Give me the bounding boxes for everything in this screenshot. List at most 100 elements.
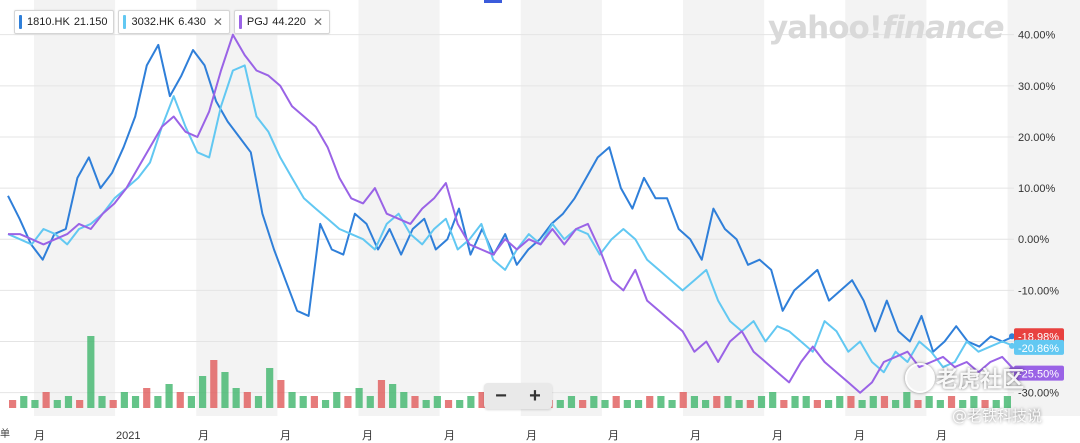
volume-bar	[433, 396, 441, 408]
volume-bar	[981, 400, 989, 408]
x-tick-label: 月	[362, 430, 373, 442]
volume-bar	[310, 396, 318, 408]
volume-bar	[880, 396, 889, 408]
volume-bar	[199, 376, 207, 408]
x-tick-label: 月	[936, 430, 947, 442]
volume-bar	[400, 392, 408, 408]
volume-bar	[478, 392, 486, 408]
x-tick-label: 月	[444, 430, 455, 442]
volume-bar	[556, 400, 564, 408]
series-line-1810-hk	[7, 43, 1015, 353]
x-tick-label: 月	[198, 430, 209, 442]
volume-bar	[567, 396, 576, 408]
volume-bar	[780, 400, 788, 408]
volume-bar	[333, 392, 341, 408]
volume-bar	[76, 400, 84, 408]
volume-bar	[992, 400, 1000, 408]
volume-bar	[713, 396, 721, 408]
top-accent-mark	[484, 0, 502, 3]
x-tick-label: 月	[690, 430, 701, 442]
tiger-logo-icon	[905, 363, 935, 393]
volume-bar	[355, 388, 363, 408]
x-tick-label: 月	[280, 430, 291, 442]
volume-bar	[389, 384, 397, 408]
volume-bar	[187, 396, 196, 408]
volume-bar	[925, 396, 933, 408]
volume-bar	[858, 400, 866, 408]
volume-bar	[914, 400, 922, 408]
zoom-in-button[interactable]: +	[529, 385, 541, 407]
legend-value: 44.220	[272, 16, 306, 28]
close-icon[interactable]: ✕	[212, 15, 223, 29]
series-line-pgj	[8, 33, 1015, 394]
volume-bar	[176, 392, 184, 408]
series-line-3032-hk	[7, 64, 1015, 374]
volume-bar	[903, 392, 911, 408]
x-tick-label: 月	[772, 430, 783, 442]
legend-value: 6.430	[178, 16, 206, 28]
last-value-tag	[1014, 365, 1064, 381]
volume-bar	[232, 388, 240, 408]
y-tick-label: -10.00%	[1018, 285, 1059, 297]
volume-bar	[321, 400, 330, 408]
logo-right: finance	[881, 10, 1005, 46]
volume-bar	[109, 400, 117, 408]
volume-bar	[646, 396, 654, 408]
volume-bar	[9, 400, 17, 408]
volume-bar	[892, 400, 900, 408]
x-tick-label: 月	[608, 430, 619, 442]
volume-bar	[411, 396, 419, 408]
series-color-swatch	[19, 15, 22, 29]
corner-label: 单	[0, 429, 10, 440]
volume-bar	[165, 384, 173, 408]
legend-symbol: 3032.HK	[131, 16, 175, 28]
volume-bar	[657, 396, 665, 408]
month-band	[520, 0, 602, 416]
last-value-label: -25.50%	[1018, 369, 1059, 381]
legend-chip-1810[interactable]: 1810.HK 21.150	[14, 10, 115, 34]
series-endpoint	[1009, 333, 1015, 340]
volume-bar	[947, 396, 956, 408]
volume-bar	[590, 396, 598, 408]
last-value-tag	[1014, 328, 1064, 344]
volume-bar	[444, 400, 453, 408]
volume-bar	[422, 400, 430, 408]
legend-chip-pgj[interactable]: PGJ 44.220 ✕	[233, 10, 330, 34]
volume-bar	[98, 396, 106, 408]
volume-bar	[757, 396, 766, 408]
series-color-swatch	[123, 15, 127, 29]
legend-symbol: 1810.HK	[27, 16, 70, 28]
month-band	[196, 0, 278, 416]
volume-bar	[746, 400, 754, 408]
legend-symbol: PGJ	[246, 16, 269, 28]
volume-bar	[154, 396, 162, 408]
volume-bar	[724, 396, 732, 408]
volume-bar	[366, 396, 374, 408]
volume-bar	[824, 400, 833, 408]
y-tick-label: 40.00%	[1018, 30, 1056, 42]
overlay-author: @老铁科技说	[952, 407, 1043, 425]
volume-bar	[288, 392, 296, 408]
month-band	[34, 0, 116, 416]
y-tick-label: 0.00%	[1018, 234, 1049, 246]
volume-bar	[702, 400, 710, 408]
volume-bar	[869, 396, 877, 408]
volume-bar	[936, 400, 944, 408]
y-tick-label: 30.00%	[1018, 81, 1056, 93]
volume-bar	[467, 396, 475, 408]
close-icon[interactable]: ✕	[312, 15, 323, 29]
volume-bar	[42, 392, 50, 408]
month-band	[358, 0, 440, 416]
volume-bar	[769, 392, 777, 408]
last-value-label: -20.86%	[1018, 343, 1059, 355]
zoom-controls: − +	[484, 383, 552, 409]
legend-chip-3032[interactable]: 3032.HK 6.430 ✕	[118, 10, 230, 34]
x-tick-label: 月	[34, 430, 45, 442]
series-color-swatch	[238, 15, 242, 29]
volume-bar	[791, 396, 799, 408]
volume-bar	[634, 400, 643, 408]
volume-bar	[802, 396, 810, 408]
zoom-out-button[interactable]: −	[495, 385, 507, 407]
volume-bar	[959, 400, 967, 408]
